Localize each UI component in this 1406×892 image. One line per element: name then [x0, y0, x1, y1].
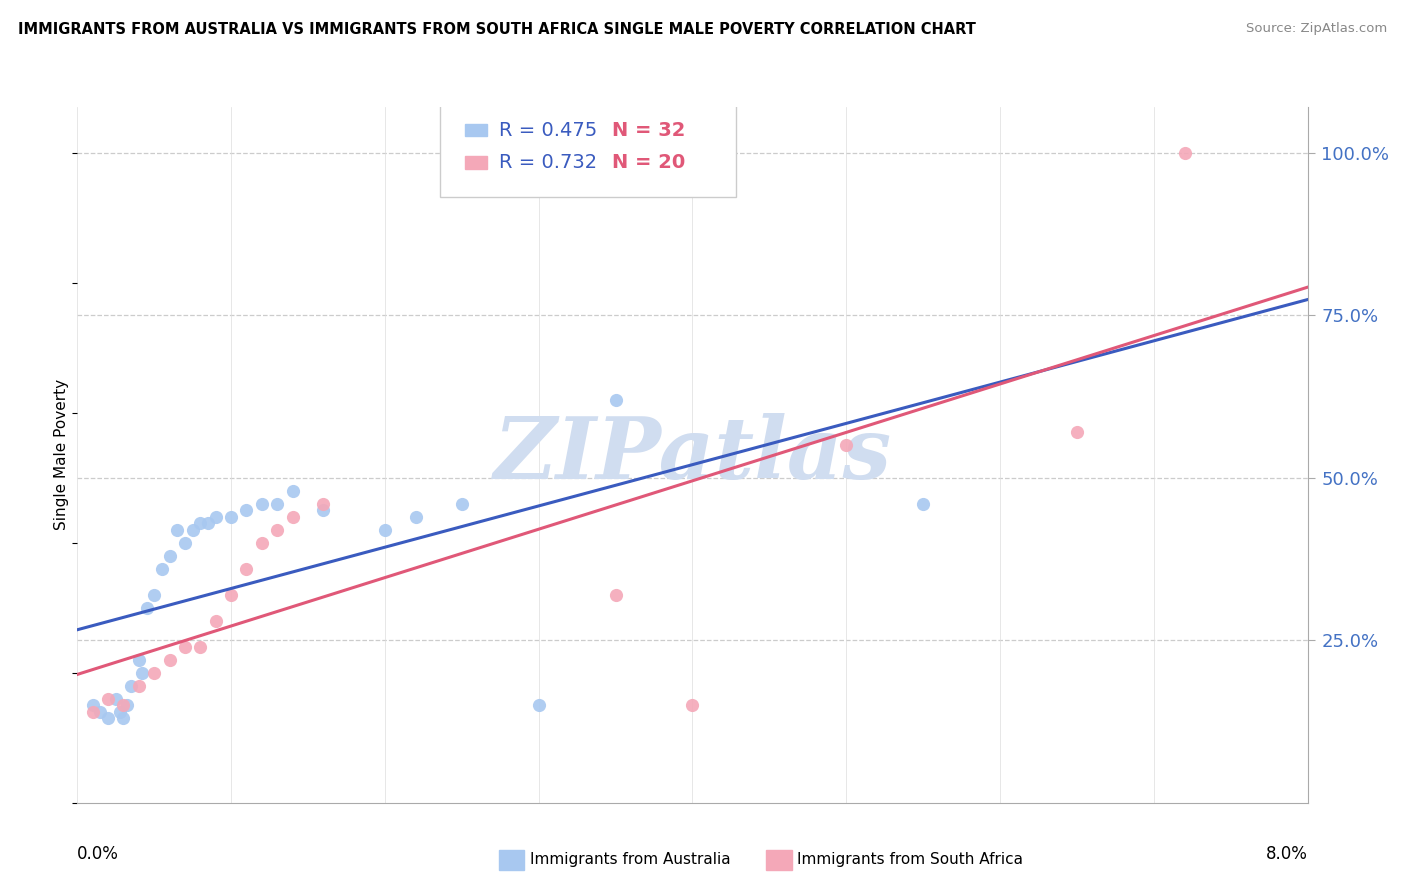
- Point: [82, 698, 104, 713]
- Point: [174, 535, 197, 549]
- Point: [159, 549, 181, 563]
- Point: [204, 614, 226, 628]
- Point: [250, 497, 273, 511]
- Point: [97, 711, 120, 725]
- Point: [450, 497, 472, 511]
- Point: [143, 588, 166, 602]
- Point: [682, 698, 704, 713]
- Point: [188, 516, 212, 531]
- Text: R = 0.475: R = 0.475: [499, 120, 598, 139]
- FancyBboxPatch shape: [465, 124, 486, 136]
- Point: [128, 679, 150, 693]
- Point: [131, 665, 153, 680]
- Point: [527, 698, 550, 713]
- Point: [159, 653, 181, 667]
- Point: [97, 691, 120, 706]
- Text: ZIPatlas: ZIPatlas: [494, 413, 891, 497]
- Point: [1174, 145, 1197, 160]
- Text: N = 20: N = 20: [613, 153, 686, 172]
- Point: [312, 503, 335, 517]
- Point: [110, 705, 132, 719]
- Point: [174, 640, 197, 654]
- Point: [219, 509, 242, 524]
- Point: [835, 438, 858, 452]
- FancyBboxPatch shape: [465, 156, 486, 169]
- Point: [197, 516, 219, 531]
- Point: [143, 665, 166, 680]
- Text: IMMIGRANTS FROM AUSTRALIA VS IMMIGRANTS FROM SOUTH AFRICA SINGLE MALE POVERTY CO: IMMIGRANTS FROM AUSTRALIA VS IMMIGRANTS …: [18, 22, 976, 37]
- Point: [150, 562, 173, 576]
- Text: R = 0.732: R = 0.732: [499, 153, 598, 172]
- Point: [120, 679, 142, 693]
- Point: [188, 640, 212, 654]
- Point: [128, 653, 150, 667]
- Point: [89, 705, 111, 719]
- FancyBboxPatch shape: [440, 103, 735, 197]
- Point: [235, 503, 257, 517]
- Point: [266, 497, 288, 511]
- Point: [281, 509, 304, 524]
- Point: [235, 562, 257, 576]
- Point: [250, 535, 273, 549]
- Point: [166, 523, 188, 537]
- Point: [605, 588, 627, 602]
- Text: 8.0%: 8.0%: [1265, 845, 1308, 863]
- Point: [912, 497, 935, 511]
- Text: Immigrants from South Africa: Immigrants from South Africa: [797, 853, 1024, 867]
- Point: [281, 483, 304, 498]
- Text: Source: ZipAtlas.com: Source: ZipAtlas.com: [1247, 22, 1388, 36]
- Point: [374, 523, 396, 537]
- Point: [1066, 425, 1088, 439]
- Point: [266, 523, 288, 537]
- Point: [112, 698, 135, 713]
- Point: [181, 523, 204, 537]
- Point: [104, 691, 127, 706]
- Text: Immigrants from Australia: Immigrants from Australia: [530, 853, 731, 867]
- Point: [135, 600, 157, 615]
- Point: [605, 392, 627, 407]
- Point: [405, 509, 427, 524]
- Text: N = 32: N = 32: [613, 120, 686, 139]
- Point: [219, 588, 242, 602]
- Point: [112, 711, 135, 725]
- Y-axis label: Single Male Poverty: Single Male Poverty: [53, 379, 69, 531]
- Point: [115, 698, 138, 713]
- Point: [312, 497, 335, 511]
- Text: 0.0%: 0.0%: [77, 845, 120, 863]
- Point: [204, 509, 226, 524]
- Point: [82, 705, 104, 719]
